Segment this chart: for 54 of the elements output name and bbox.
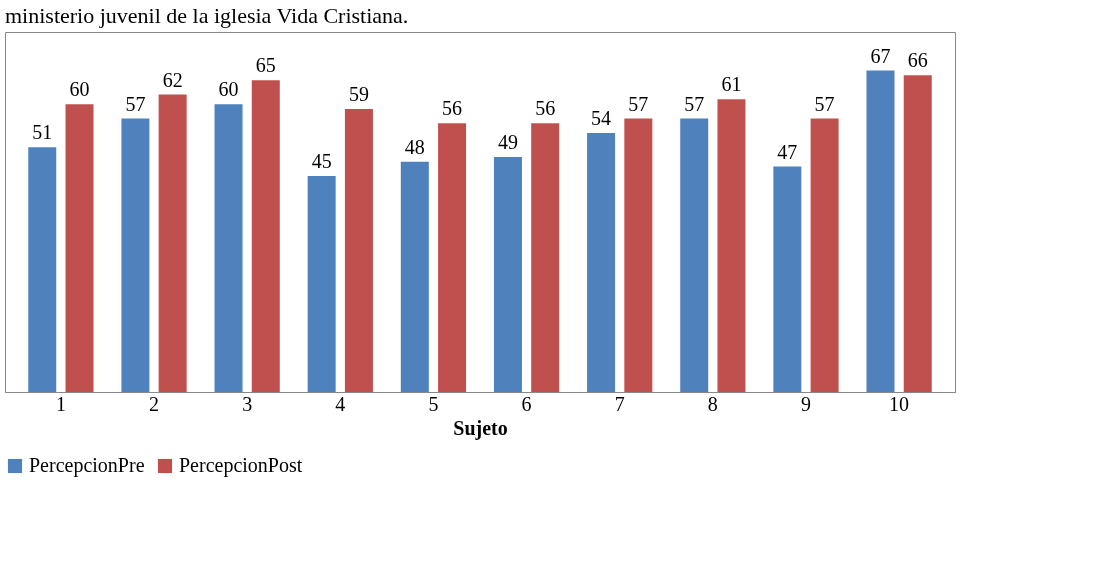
bar xyxy=(307,176,336,392)
bar xyxy=(717,99,746,392)
data-label: 45 xyxy=(311,150,332,173)
x-axis-title: Sujeto xyxy=(453,416,508,440)
x-tick-label: 10 xyxy=(889,392,910,415)
data-label: 59 xyxy=(348,82,369,105)
data-label: 66 xyxy=(907,49,928,72)
x-tick-label: 8 xyxy=(707,392,718,415)
bar xyxy=(680,118,709,392)
bar xyxy=(158,94,187,392)
bar xyxy=(214,104,243,392)
data-label: 47 xyxy=(777,140,798,163)
data-label: 56 xyxy=(535,97,556,120)
x-tick-label: 1 xyxy=(55,392,66,415)
x-tick-label: 6 xyxy=(521,392,532,415)
x-tick-label: 9 xyxy=(800,392,811,415)
x-tick-label: 2 xyxy=(149,392,160,415)
x-tick-label: 5 xyxy=(428,392,439,415)
bar xyxy=(493,156,522,392)
legend-label: PercepcionPost xyxy=(179,454,303,477)
data-label: 54 xyxy=(591,106,612,129)
data-label: 60 xyxy=(218,78,239,101)
data-label: 57 xyxy=(125,92,146,115)
data-label: 57 xyxy=(814,92,835,115)
bar xyxy=(810,118,839,392)
legend-label: PercepcionPre xyxy=(29,454,145,477)
data-label: 65 xyxy=(255,54,276,77)
x-tick-label: 4 xyxy=(335,392,346,415)
bar xyxy=(344,108,373,392)
bar xyxy=(400,161,429,392)
x-tick-label: 7 xyxy=(614,392,625,415)
bar xyxy=(251,80,280,392)
bar xyxy=(65,104,94,392)
bar xyxy=(903,75,932,392)
data-label: 61 xyxy=(721,73,742,96)
text: ministerio juvenil de la iglesia Vida Cristiana. xyxy=(5,3,409,28)
bar xyxy=(28,147,57,392)
x-tick-label: 3 xyxy=(242,392,253,415)
bar xyxy=(438,123,467,392)
bar xyxy=(866,70,895,392)
data-label: 67 xyxy=(870,44,891,67)
data-label: 49 xyxy=(497,130,518,153)
bar xyxy=(773,166,802,392)
data-label: 51 xyxy=(32,121,53,144)
bar xyxy=(587,132,616,392)
data-label: 48 xyxy=(404,135,425,158)
data-label: 57 xyxy=(684,92,705,115)
data-label: 57 xyxy=(628,92,649,115)
bar xyxy=(624,118,653,392)
bar xyxy=(531,123,560,392)
bar xyxy=(121,118,150,392)
data-label: 56 xyxy=(442,97,463,120)
data-label: 62 xyxy=(162,68,183,91)
data-label: 60 xyxy=(69,78,90,101)
